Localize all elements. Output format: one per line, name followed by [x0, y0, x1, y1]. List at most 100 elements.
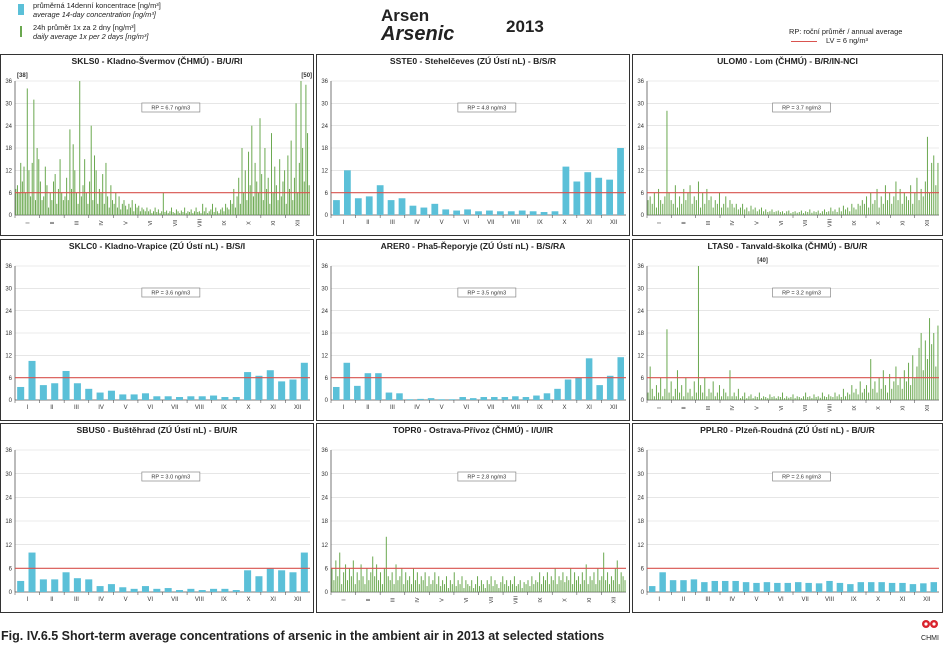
bar [17, 386, 25, 400]
y-tick-label: 0 [9, 398, 13, 404]
x-tick-label: X [563, 220, 567, 226]
bar [480, 397, 488, 400]
bar [701, 582, 708, 592]
x-tick-label: XII [923, 597, 931, 603]
bar [278, 381, 286, 400]
y-tick-label: 30 [637, 287, 644, 293]
lv-legend-label: LV = 6 ng/m³ [826, 36, 868, 45]
bar [119, 394, 127, 400]
x-tick-label: VIII [828, 218, 834, 227]
y-tick-label: 36 [637, 448, 644, 454]
y-tick-label: 36 [5, 79, 12, 85]
x-tick-label: V [754, 597, 758, 603]
bar [784, 582, 792, 592]
bar [85, 579, 93, 592]
x-tick-label: X [247, 405, 251, 411]
bar [659, 572, 666, 592]
x-tick-label: IV [730, 405, 736, 411]
bar [289, 572, 297, 592]
bar [244, 372, 252, 400]
rp-legend-label: RP: roční průměr / annual average [789, 27, 903, 36]
x-tick-label: XII [296, 219, 302, 226]
x-tick-label: I [658, 597, 660, 603]
chart-title: ULOM0 - Lom (ČHMÚ) - B/R/IN-NCI [717, 55, 858, 66]
bar [300, 362, 308, 400]
x-tick-label: VIII [511, 405, 520, 411]
y-tick-label: 12 [5, 169, 12, 175]
bar [176, 590, 184, 592]
x-tick-label: IX [222, 220, 228, 226]
rp-label: RP = 3.0 ng/m3 [151, 475, 190, 481]
chart-panel-ltas0: LTAS0 - Tanvald-školka (ČHMÚ) - B/U/R 0 6 1… [632, 239, 943, 421]
x-tick-label: XI [270, 405, 276, 411]
x-tick-label: VII [489, 596, 495, 603]
bar [899, 582, 906, 592]
x-tick-label: VIII [195, 405, 204, 411]
x-tick-label: VII [173, 219, 179, 226]
y-tick-label: 18 [5, 519, 12, 525]
bar [289, 379, 297, 400]
x-tick-label: V [124, 221, 130, 225]
legend: průměrná 14denní koncentrace [ng/m³] ave… [18, 1, 318, 47]
x-tick-label: VIII [511, 220, 520, 226]
y-tick-label: 6 [641, 567, 645, 573]
x-tick-label: XII [294, 597, 302, 603]
y-tick-label: 12 [637, 354, 644, 360]
y-tick-label: 18 [321, 519, 328, 525]
x-tick-label: VI [464, 597, 470, 603]
y-tick-label: 36 [321, 448, 328, 454]
x-tick-label: II [366, 598, 372, 602]
bar [364, 373, 372, 400]
bar [486, 210, 493, 215]
rp-box [457, 287, 517, 298]
bar [387, 200, 395, 215]
bar [920, 583, 927, 592]
y-tick-label: 18 [637, 331, 644, 337]
x-tick-label: III [390, 220, 395, 226]
bar [244, 570, 252, 592]
legend-item2-en: daily average 1x per 2 days [ng/m³] [33, 32, 149, 41]
bar [427, 398, 435, 400]
x-tick-label: VI [147, 405, 153, 411]
x-tick-label: II [50, 597, 54, 603]
bar [512, 396, 519, 400]
bar [438, 399, 445, 400]
bar [507, 211, 515, 215]
bar [119, 587, 127, 592]
bar [469, 398, 477, 400]
y-tick-label: 24 [637, 124, 644, 130]
bar [878, 582, 885, 592]
x-tick-label: IX [221, 405, 227, 411]
rp-box [772, 102, 831, 113]
bar [232, 590, 240, 592]
page-subtitle: Arsenic [381, 23, 455, 45]
bar [680, 580, 687, 592]
chart-title: SSTE0 - Stehelčeves (ZÚ Ústí nL) - B/S/R [390, 55, 557, 66]
x-tick-label: IX [538, 597, 544, 603]
y-tick-label: 24 [321, 309, 328, 315]
x-tick-label: IX [537, 405, 543, 411]
bar [278, 570, 286, 592]
bar [232, 397, 240, 400]
y-tick-label: 18 [637, 146, 644, 152]
x-tick-label: V [124, 405, 128, 411]
chart-skls0: SKLS0 - Kladno-Švermov (ČHMÚ) - B/U/RI 0 6… [5, 55, 312, 227]
chart-panel-sklc0: SKLC0 - Kladno-Vrapice (ZÚ Ústí nL) - B/… [0, 239, 314, 421]
bar [409, 205, 417, 215]
y-tick-label: 0 [641, 590, 645, 596]
bar [187, 588, 195, 592]
bar [690, 579, 698, 592]
bar [198, 590, 206, 592]
figure-caption: Fig. IV.6.5 Short-term average concentra… [1, 629, 605, 643]
x-tick-label: VII [171, 405, 179, 411]
bar [711, 580, 719, 592]
chart-title: ARER0 - Pha5-Řeporyje (ZÚ Ústí nL) - B/S… [381, 240, 566, 251]
chart-title: LTAS0 - Tanvald-školka (ČHMÚ) - B/U/R [708, 240, 869, 251]
bar [596, 385, 603, 400]
x-tick-label: IX [221, 597, 227, 603]
y-tick-label: 36 [5, 448, 12, 454]
x-tick-label: III [706, 220, 712, 225]
x-tick-label: I [26, 597, 28, 603]
bar [153, 396, 161, 400]
y-tick-label: 0 [325, 213, 329, 219]
